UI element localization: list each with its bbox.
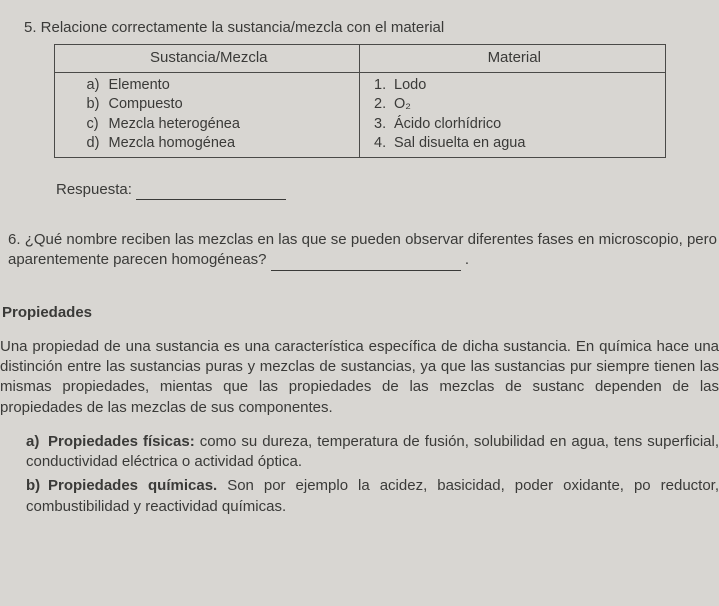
question-6: 6. ¿Qué nombre reciben las mezclas en la… <box>0 230 719 271</box>
q6-answer-blank[interactable] <box>271 257 461 271</box>
q5-header-right: Material <box>360 45 666 72</box>
q5-left-cell: a)Elemento b)Compuesto c)Mezcla heterogé… <box>54 72 360 157</box>
q5-right-cell: 1.Lodo 2.O₂ 3.Ácido clorhídrico 4.Sal di… <box>360 72 666 157</box>
props-item-b: b)Propiedades químicas. Son por ejemplo … <box>26 476 719 517</box>
q5-title: 5. Relacione correctamente la sustancia/… <box>14 18 705 38</box>
q5-header-left: Sustancia/Mezcla <box>54 45 360 72</box>
props-heading: Propiedades <box>0 303 719 323</box>
props-body: Una propiedad de una sustancia es una ca… <box>0 337 719 418</box>
q5-answer-blank[interactable] <box>136 186 286 200</box>
q5-answer-line: Respuesta: <box>14 180 705 200</box>
props-item-a: a)Propiedades físicas: como su dureza, t… <box>26 432 719 473</box>
props-list: a)Propiedades físicas: como su dureza, t… <box>0 432 719 517</box>
question-5: 5. Relacione correctamente la sustancia/… <box>0 18 719 200</box>
q5-table: Sustancia/Mezcla Material a)Elemento b)C… <box>54 44 666 158</box>
